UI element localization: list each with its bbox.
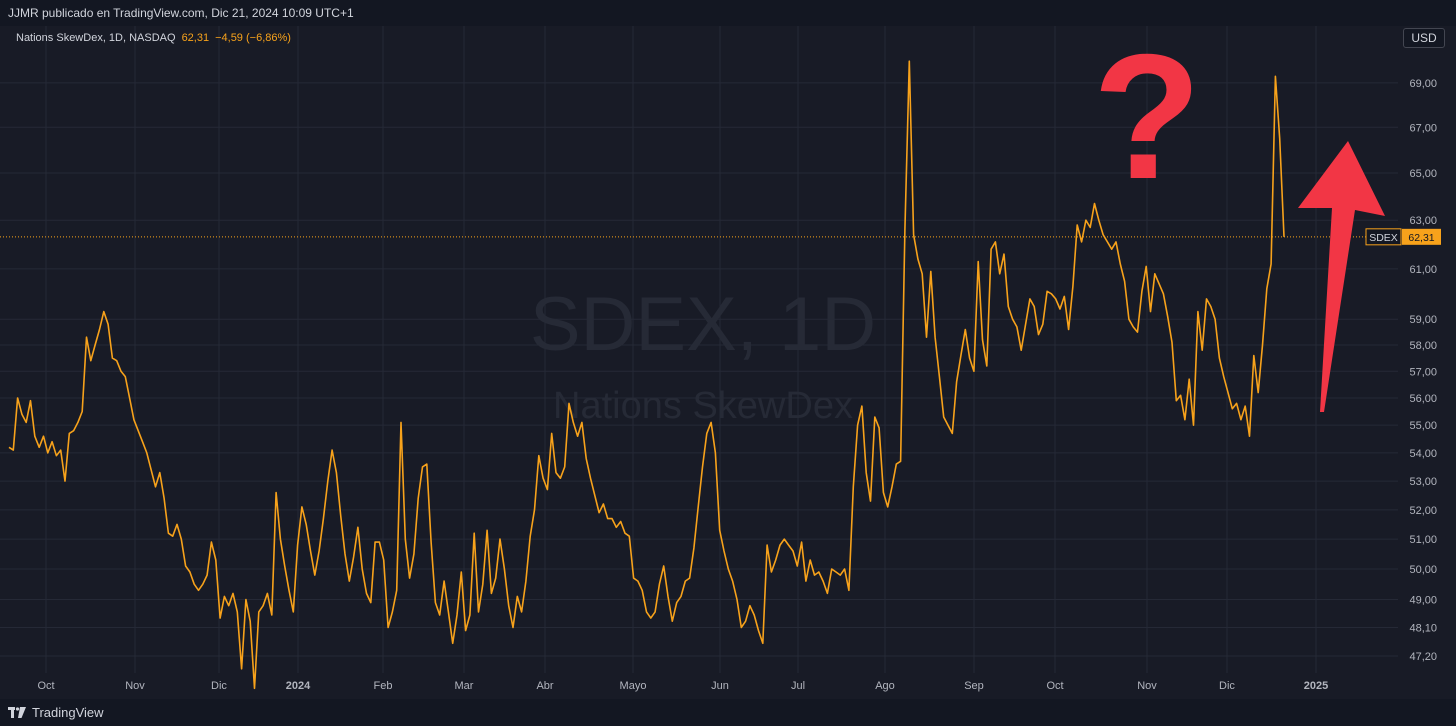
legend-change: −4,59 (−6,86%) (215, 32, 291, 44)
x-tick-label: Nov (125, 680, 145, 692)
x-tick-label: Mayo (620, 680, 647, 692)
y-tick-label: 50,00 (1409, 564, 1437, 576)
footer-bar: TradingView (0, 699, 1456, 726)
x-tick-label: Dic (211, 680, 227, 692)
x-tick-label: Dic (1219, 680, 1235, 692)
y-tick-label: 49,00 (1409, 595, 1437, 607)
x-tick-label: Sep (964, 680, 984, 692)
tradingview-brand: TradingView (32, 705, 104, 720)
publication-bar: JJMR publicado en TradingView.com, Dic 2… (0, 0, 1456, 26)
x-axis: Oct Nov Dic 2024 Feb Mar Abr Mayo Jun Jul Ago Sep Oc… (37, 680, 1328, 692)
tradingview-logo-icon (8, 707, 26, 718)
y-tick-label: 69,00 (1409, 78, 1437, 90)
x-tick-label: 2024 (286, 680, 311, 692)
legend-last-value: 62,31 (181, 32, 210, 44)
y-tick-label: 55,00 (1409, 420, 1437, 432)
x-tick-label: 2025 (1304, 680, 1328, 692)
chart-area[interactable] (0, 26, 1456, 699)
y-tick-label: 63,00 (1409, 215, 1437, 227)
x-tick-label: Oct (37, 680, 54, 692)
x-tick-label: Oct (1046, 680, 1063, 692)
y-tick-label: 56,00 (1409, 393, 1437, 405)
price-label-value: 62,31 (1408, 232, 1434, 244)
x-tick-label: Jul (791, 680, 805, 692)
watermark: SDEX, 1D Nations SkewDex (530, 282, 876, 427)
red-up-arrow-icon (1298, 141, 1385, 412)
y-tick-label: 54,00 (1409, 448, 1437, 460)
x-tick-label: Mar (455, 680, 474, 692)
y-tick-label: 53,00 (1409, 476, 1437, 488)
y-tick-label: 65,00 (1409, 168, 1437, 180)
chart-grid (0, 26, 1398, 673)
legend-symbol-info: Nations SkewDex, 1D, NASDAQ (16, 32, 176, 44)
x-tick-label: Jun (711, 680, 729, 692)
y-tick-label: 59,00 (1409, 314, 1437, 326)
y-tick-label: 51,00 (1409, 534, 1437, 546)
price-label-ticker: SDEX (1369, 232, 1398, 244)
publication-info: JJMR publicado en TradingView.com, Dic 2… (8, 6, 354, 20)
x-tick-label: Ago (875, 680, 895, 692)
y-tick-label: 57,00 (1409, 366, 1437, 378)
y-axis: 69,00 67,00 65,00 63,00 61,00 59,00 58,00 57,00… (1409, 78, 1437, 663)
x-tick-label: Nov (1137, 680, 1157, 692)
x-tick-label: Abr (536, 680, 553, 692)
price-label: SDEX 62,31 (1365, 228, 1441, 246)
y-tick-label: 67,00 (1409, 122, 1437, 134)
y-tick-label: 61,00 (1409, 264, 1437, 276)
currency-button[interactable]: USD (1403, 28, 1445, 48)
symbol-legend[interactable]: Nations SkewDex, 1D, NASDAQ 62,31 −4,59 (−… (16, 32, 291, 44)
x-tick-label: Feb (374, 680, 393, 692)
watermark-symbol: SDEX, 1D (530, 282, 876, 367)
question-mark-annotation: ? (1093, 17, 1202, 216)
y-tick-label: 58,00 (1409, 340, 1437, 352)
y-tick-label: 48,10 (1409, 622, 1437, 634)
watermark-name: Nations SkewDex (553, 385, 853, 427)
y-tick-label: 47,20 (1409, 651, 1437, 663)
series-line-sdex (8, 60, 1285, 690)
y-tick-label: 52,00 (1409, 505, 1437, 517)
